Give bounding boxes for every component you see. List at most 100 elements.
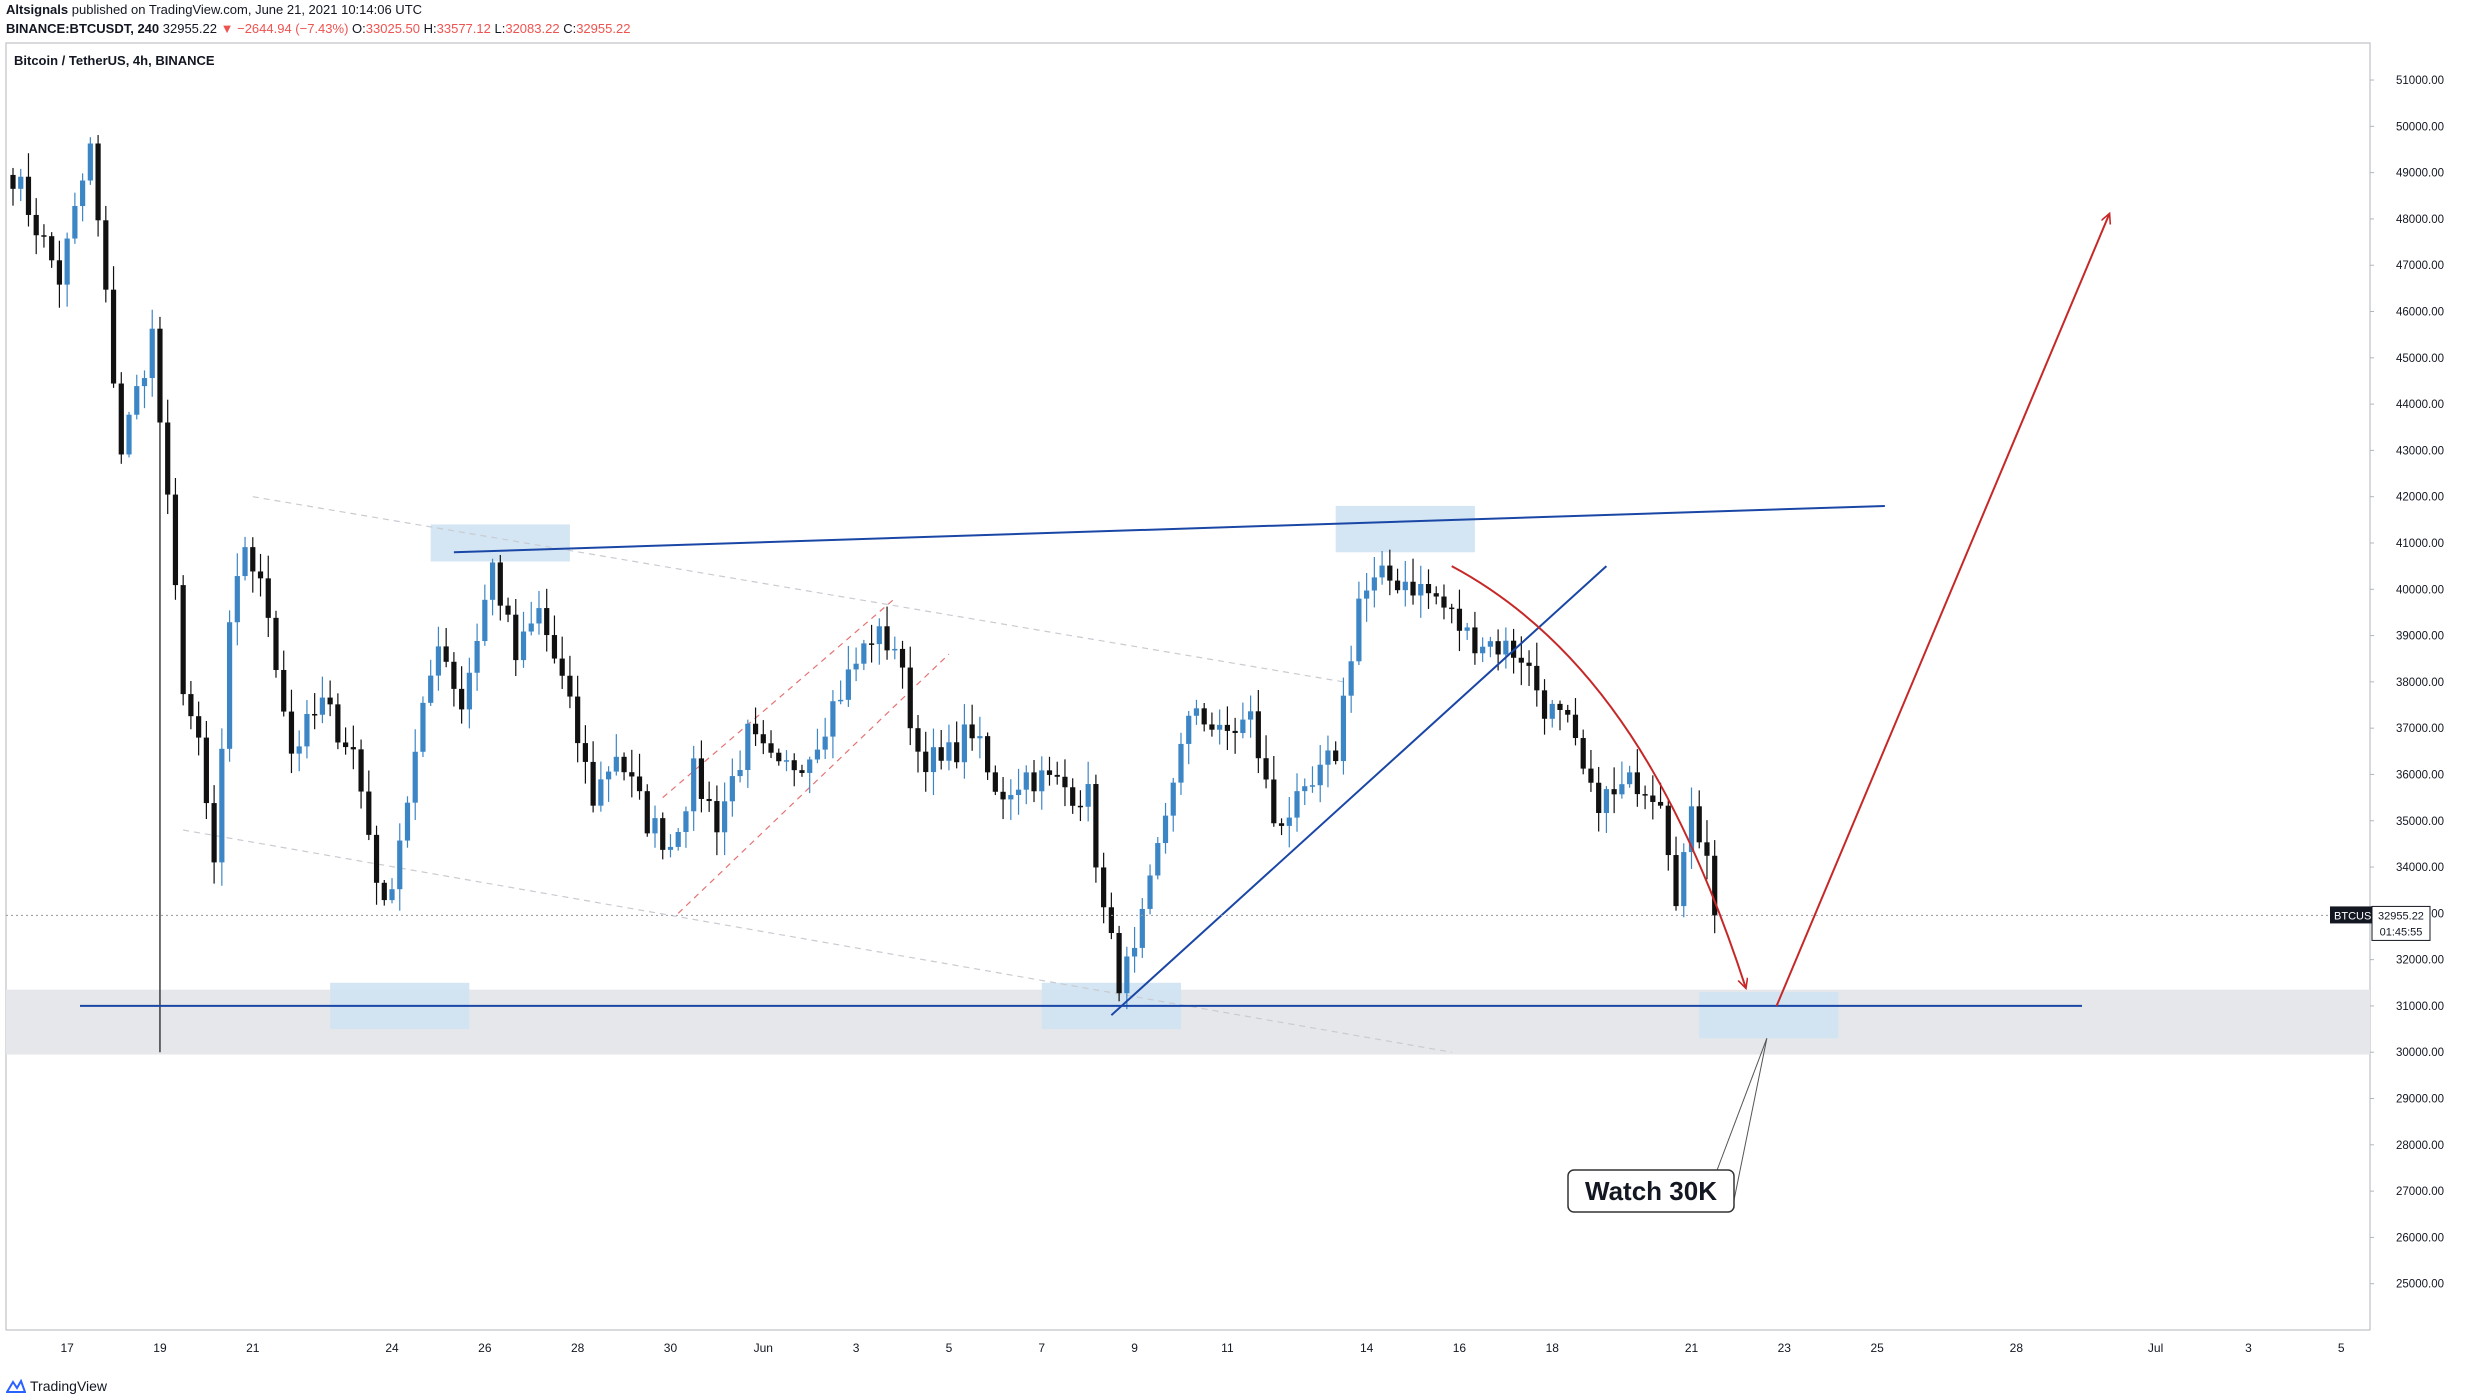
candle-body xyxy=(1108,907,1114,934)
candle-body xyxy=(760,734,766,744)
candle xyxy=(1387,549,1393,596)
candle-body xyxy=(428,675,434,703)
candle-body xyxy=(1124,956,1130,994)
candle xyxy=(1333,741,1339,765)
candle xyxy=(1054,761,1060,785)
close-value: 32955.22 xyxy=(576,21,631,36)
tradingview-footer[interactable]: TradingView xyxy=(6,1378,107,1394)
candle-body xyxy=(838,699,844,702)
candle-body xyxy=(1224,724,1230,731)
candle-body xyxy=(1541,690,1548,719)
open-label: O: xyxy=(352,21,366,36)
candle-body xyxy=(1402,581,1408,591)
x-tick-label: 24 xyxy=(385,1341,399,1355)
candle-body xyxy=(1062,776,1068,788)
candle-body xyxy=(497,562,503,606)
candle-body xyxy=(110,289,117,384)
x-tick-label: 30 xyxy=(664,1341,678,1355)
candle xyxy=(853,647,859,682)
last-price: 32955.22 xyxy=(162,21,217,36)
candle xyxy=(1170,777,1176,832)
candle-body xyxy=(1340,695,1347,762)
candle-body xyxy=(1712,855,1718,916)
plot-frame xyxy=(5,42,2371,1331)
candle-body xyxy=(1518,657,1524,663)
candle-body xyxy=(876,626,882,645)
candle xyxy=(698,740,705,813)
candle xyxy=(226,610,233,762)
candle xyxy=(1340,677,1347,775)
candle xyxy=(1178,732,1184,795)
candle-body xyxy=(1425,584,1432,594)
y-tick-label: 28000.00 xyxy=(2396,1140,2444,1152)
candle-body xyxy=(768,743,774,753)
candle-body xyxy=(845,669,851,700)
candle xyxy=(559,636,565,689)
candle-body xyxy=(1240,719,1246,733)
candle-body xyxy=(830,701,836,737)
candle xyxy=(567,655,573,709)
candle xyxy=(257,553,264,597)
candle-body xyxy=(149,328,155,379)
candle xyxy=(1023,765,1029,805)
candle-body xyxy=(884,626,890,651)
candle-body xyxy=(1603,789,1610,813)
candle-body xyxy=(172,494,179,586)
candle xyxy=(1433,586,1439,605)
candle-body xyxy=(954,742,960,763)
y-tick-label: 51000.00 xyxy=(2396,75,2444,87)
candle xyxy=(1688,787,1695,869)
candle xyxy=(288,689,295,774)
candle-body xyxy=(1186,715,1192,744)
candle-body xyxy=(1077,805,1084,808)
candle xyxy=(1565,704,1571,723)
candle xyxy=(551,615,558,664)
candle xyxy=(807,756,813,794)
candle xyxy=(1425,569,1432,609)
candle xyxy=(660,812,666,860)
candle xyxy=(1627,765,1633,788)
candle xyxy=(520,611,527,668)
candle xyxy=(319,676,325,724)
candle-body xyxy=(211,803,217,863)
candle xyxy=(1131,926,1138,973)
candle-body xyxy=(1657,801,1664,806)
candle xyxy=(814,728,821,764)
candle-body xyxy=(435,646,442,676)
candle xyxy=(103,205,109,303)
candle xyxy=(1611,767,1617,814)
x-tick-label: 28 xyxy=(2010,1341,2024,1355)
publisher-name[interactable]: Altsignals xyxy=(6,2,69,17)
x-tick-label: 7 xyxy=(1038,1341,1045,1355)
candle-body xyxy=(1263,758,1269,780)
candle-body xyxy=(1302,786,1308,792)
candle-body xyxy=(1418,584,1424,596)
candle-body xyxy=(1572,714,1579,739)
candle xyxy=(776,748,782,766)
candle xyxy=(1162,802,1169,854)
candle xyxy=(1557,700,1563,731)
candle-body xyxy=(1619,784,1625,795)
candle xyxy=(636,753,643,800)
candle xyxy=(1704,820,1710,880)
candle-body xyxy=(1085,784,1091,807)
candle xyxy=(961,704,968,779)
candle-body xyxy=(977,736,983,739)
x-tick-label: Jul xyxy=(2148,1341,2163,1355)
candle-body xyxy=(868,643,875,645)
candle-body xyxy=(660,818,666,850)
candle-body xyxy=(18,176,24,189)
candle-body xyxy=(250,547,256,572)
candle xyxy=(1619,761,1625,799)
y-tick-label: 29000.00 xyxy=(2396,1094,2444,1106)
candle-body xyxy=(397,840,403,890)
candle xyxy=(25,153,32,227)
candle-body xyxy=(1356,598,1362,662)
symbol-ohlc-line: BINANCE:BTCUSDT, 240 32955.22 ▼ −2644.94… xyxy=(6,21,630,36)
candle-body xyxy=(1665,805,1671,856)
candle xyxy=(56,240,63,308)
candle xyxy=(165,399,171,515)
candle-body xyxy=(389,889,395,901)
candle xyxy=(1046,756,1053,786)
